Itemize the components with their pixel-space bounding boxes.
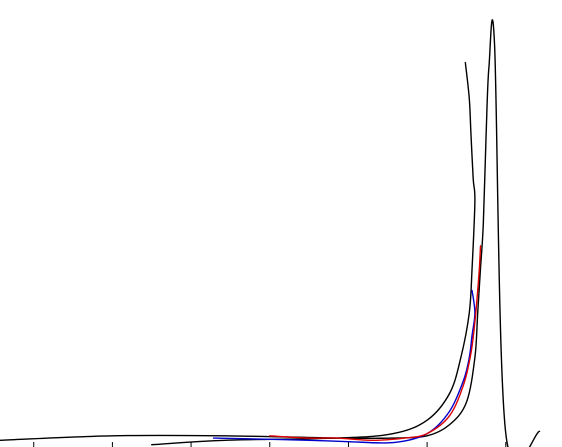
series-line-1 xyxy=(0,19,541,447)
series-line-2 xyxy=(151,61,476,446)
series-line-3 xyxy=(212,289,476,444)
series-line-4 xyxy=(269,245,482,441)
x-axis-ticks xyxy=(33,442,507,447)
series-layer xyxy=(0,19,541,447)
